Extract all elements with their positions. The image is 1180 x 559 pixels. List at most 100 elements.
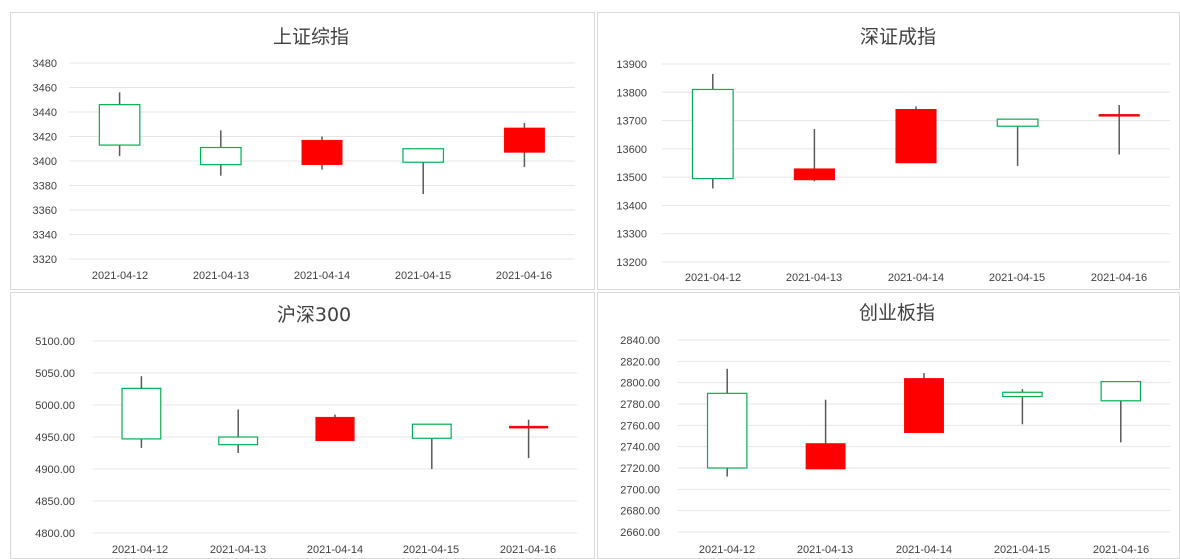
candle-2021-04-15	[402, 148, 445, 195]
y-tick-label: 13400	[616, 200, 647, 212]
y-axis: 13900 13800 13700 13600 13500 13400 1330…	[616, 59, 647, 269]
y-tick-label: 2780.00	[620, 399, 660, 411]
candle-body	[411, 423, 452, 439]
y-tick-label: 13200	[616, 257, 647, 269]
x-axis: 2021-04-12 2021-04-13 2021-04-14 2021-04…	[112, 544, 556, 556]
x-tick-label: 2021-04-12	[112, 544, 168, 556]
x-tick-label: 2021-04-13	[797, 544, 853, 556]
y-tick-label: 2720.00	[620, 463, 660, 475]
candle-2021-04-12	[706, 368, 748, 477]
y-tick-label: 3340	[33, 230, 57, 242]
y-tick-label: 3420	[33, 132, 57, 144]
x-tick-label: 2021-04-16	[496, 270, 552, 282]
candle-body	[691, 88, 734, 180]
candle-2021-04-16	[503, 123, 545, 168]
chart-title: 上证综指	[273, 26, 349, 48]
y-tick-label: 3360	[33, 205, 57, 217]
y-tick-label: 4900.00	[35, 464, 75, 476]
plot-area	[678, 339, 1170, 533]
y-tick-label: 3480	[33, 58, 57, 70]
chart-panel-shanghai: 上证综指 3480 3460 3440 3420 3400 3380 3360 …	[10, 12, 595, 290]
y-tick-label: 4950.00	[35, 432, 75, 444]
x-tick-label: 2021-04-16	[1093, 544, 1149, 556]
y-tick-label: 13800	[616, 87, 647, 99]
chart-title: 深证成指	[860, 26, 936, 48]
candle-body	[199, 146, 242, 166]
y-tick-label: 13300	[616, 229, 647, 241]
candle-2021-04-14	[895, 106, 937, 164]
candle-body	[503, 127, 545, 153]
candle-2021-04-15	[411, 423, 452, 469]
candle-body	[996, 118, 1039, 127]
candle-2021-04-12	[121, 376, 162, 448]
candle-2021-04-13	[805, 399, 846, 470]
candle-2021-04-12	[691, 73, 734, 189]
y-tick-label: 3460	[33, 83, 57, 95]
x-tick-label: 2021-04-15	[989, 272, 1045, 284]
y-tick-label: 13900	[616, 59, 647, 71]
candle-2021-04-13	[793, 129, 835, 182]
candle-2021-04-12	[98, 92, 141, 157]
chart-title: 沪深300	[277, 304, 351, 326]
candle-2021-04-15	[1002, 389, 1043, 425]
x-tick-label: 2021-04-12	[699, 544, 755, 556]
x-tick-label: 2021-04-15	[994, 544, 1050, 556]
x-tick-label: 2021-04-16	[500, 544, 556, 556]
y-tick-label: 4800.00	[35, 528, 75, 540]
y-tick-label: 3440	[33, 107, 57, 119]
y-tick-label: 2820.00	[620, 356, 660, 368]
y-tick-label: 2660.00	[620, 527, 660, 539]
candle-body	[1098, 114, 1140, 117]
y-tick-label: 5050.00	[35, 368, 75, 380]
chart-title: 创业板指	[859, 302, 935, 324]
y-tick-label: 2840.00	[620, 335, 660, 347]
candle-body	[121, 387, 162, 440]
plot-area	[93, 340, 577, 534]
y-tick-label: 5100.00	[35, 336, 75, 348]
candle-2021-04-14	[301, 136, 343, 170]
y-tick-label: 2760.00	[620, 420, 660, 432]
candle-body	[402, 148, 445, 163]
x-tick-label: 2021-04-15	[403, 544, 459, 556]
candle-body	[315, 416, 355, 442]
candle-body	[1100, 380, 1142, 402]
y-tick-label: 4850.00	[35, 496, 75, 508]
y-axis: 2840.00 2820.00 2800.00 2780.00 2760.00 …	[620, 335, 660, 539]
x-tick-label: 2021-04-12	[685, 272, 741, 284]
x-tick-label: 2021-04-16	[1091, 272, 1147, 284]
y-tick-label: 13600	[616, 144, 647, 156]
x-tick-label: 2021-04-13	[210, 544, 266, 556]
x-axis: 2021-04-12 2021-04-13 2021-04-14 2021-04…	[685, 272, 1147, 284]
candle-body	[895, 109, 937, 164]
y-tick-label: 2700.00	[620, 484, 660, 496]
candlestick-chart-shenzhen: 深证成指 13900 13800 13700 13600 13500 13400…	[616, 26, 1170, 284]
candle-body	[793, 168, 835, 181]
chart-panel-chinext: 创业板指 2840.00 2820.00 2800.00 2780.00 276…	[597, 292, 1180, 559]
y-axis: 3480 3460 3440 3420 3400 3380 3360 3340 …	[33, 58, 57, 266]
y-tick-label: 13700	[616, 116, 647, 128]
y-axis: 5100.00 5050.00 5000.00 4950.00 4900.00 …	[35, 336, 75, 540]
y-tick-label: 3320	[33, 254, 57, 266]
x-tick-label: 2021-04-14	[896, 544, 952, 556]
candlestick-chart-shanghai: 上证综指 3480 3460 3440 3420 3400 3380 3360 …	[33, 26, 575, 282]
x-tick-label: 2021-04-14	[307, 544, 363, 556]
y-tick-label: 2680.00	[620, 506, 660, 518]
chart-panel-shenzhen: 深证成指 13900 13800 13700 13600 13500 13400…	[597, 12, 1180, 290]
candle-body	[218, 436, 259, 446]
x-tick-label: 2021-04-12	[92, 270, 148, 282]
candle-body	[706, 392, 748, 469]
candle-body	[98, 104, 141, 146]
y-tick-label: 3380	[33, 181, 57, 193]
chart-panel-csi300: 沪深300 5100.00 5050.00 5000.00 4950.00 49…	[10, 292, 595, 559]
y-tick-label: 2800.00	[620, 378, 660, 390]
candle-2021-04-14	[904, 373, 944, 434]
candle-2021-04-16	[1098, 105, 1140, 155]
candle-body	[1002, 391, 1043, 398]
x-axis: 2021-04-12 2021-04-13 2021-04-14 2021-04…	[92, 270, 552, 282]
candle-body	[301, 139, 343, 165]
y-tick-label: 13500	[616, 172, 647, 184]
candlestick-chart-csi300: 沪深300 5100.00 5050.00 5000.00 4950.00 49…	[35, 304, 577, 556]
plot-area	[69, 62, 575, 260]
y-tick-label: 2740.00	[620, 442, 660, 454]
x-tick-label: 2021-04-13	[786, 272, 842, 284]
